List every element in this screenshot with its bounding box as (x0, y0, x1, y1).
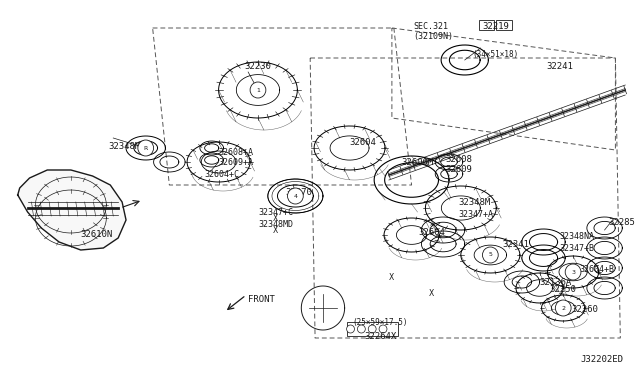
Text: 32264X: 32264X (364, 332, 397, 341)
Circle shape (287, 188, 303, 204)
Circle shape (483, 247, 498, 263)
Text: X: X (429, 289, 434, 298)
Text: 32608: 32608 (445, 155, 472, 164)
Text: 32347+B: 32347+B (559, 244, 595, 253)
Text: 32609: 32609 (445, 165, 472, 174)
Circle shape (347, 325, 355, 333)
Text: 32348MD: 32348MD (258, 220, 293, 229)
Circle shape (379, 325, 387, 333)
Circle shape (138, 140, 154, 156)
Text: X: X (273, 214, 278, 222)
Text: (25×59×17.5): (25×59×17.5) (353, 318, 408, 327)
Text: 32230: 32230 (244, 62, 271, 71)
Text: X: X (273, 225, 278, 234)
Text: 32604: 32604 (349, 138, 376, 147)
Text: (34×51×18): (34×51×18) (472, 50, 519, 59)
Text: 32604: 32604 (419, 228, 445, 237)
Text: 32609+A: 32609+A (219, 158, 253, 167)
Text: (32109N): (32109N) (413, 32, 454, 41)
Text: 3: 3 (571, 269, 575, 275)
Text: 32608+A: 32608+A (219, 148, 253, 157)
Text: 32219: 32219 (483, 22, 509, 31)
Text: J32202ED: J32202ED (581, 355, 624, 364)
Text: 4: 4 (293, 193, 298, 199)
Text: 32348M: 32348M (459, 198, 491, 207)
Text: SEC.321: SEC.321 (413, 22, 449, 31)
Text: 32250: 32250 (549, 285, 576, 294)
Text: R: R (143, 145, 148, 151)
Circle shape (368, 325, 376, 333)
Text: 32347+C: 32347+C (258, 208, 293, 217)
Bar (347, 322, 398, 336)
Text: FRONT: FRONT (248, 295, 275, 304)
Text: 32260: 32260 (571, 305, 598, 314)
Text: 32136A: 32136A (540, 278, 572, 287)
Bar (496, 20, 512, 30)
Text: 2: 2 (561, 305, 565, 311)
Text: 32347+A: 32347+A (459, 210, 494, 219)
Text: 32285: 32285 (609, 218, 636, 227)
Text: 32241: 32241 (547, 62, 573, 71)
Text: 32604+B: 32604+B (579, 265, 614, 274)
Circle shape (250, 82, 266, 98)
Text: X: X (389, 273, 394, 282)
Circle shape (565, 264, 581, 280)
Text: 32348NA: 32348NA (559, 232, 595, 241)
Circle shape (357, 325, 365, 333)
Text: 32600M: 32600M (402, 158, 434, 167)
Text: 32341: 32341 (502, 240, 529, 249)
Text: 32348MB: 32348MB (108, 142, 146, 151)
Text: 1: 1 (256, 87, 260, 93)
Text: 5: 5 (488, 253, 492, 257)
Text: 32610N: 32610N (81, 230, 113, 239)
Text: 32604+C: 32604+C (205, 170, 240, 179)
Circle shape (556, 300, 571, 316)
Bar (479, 20, 494, 30)
Text: 32270: 32270 (285, 188, 312, 197)
Polygon shape (18, 170, 126, 250)
